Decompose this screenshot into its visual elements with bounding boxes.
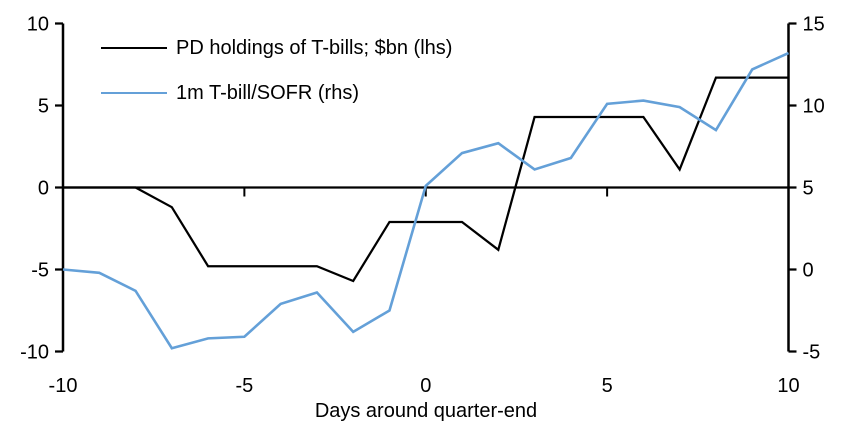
- legend-label-tbill-sofr: 1m T-bill/SOFR (rhs): [176, 81, 359, 104]
- series-line-1: [62, 51, 790, 350]
- y-axis-right-tick-label: 15: [803, 14, 825, 36]
- series-line-0: [63, 76, 789, 283]
- y-axis-right-tick-label: 10: [803, 96, 825, 118]
- legend-item-tbill-sofr: 1m T-bill/SOFR (rhs): [101, 81, 452, 105]
- y-axis-right-tick-label: 5: [803, 178, 814, 200]
- x-axis-tick-label: 5: [602, 375, 613, 397]
- legend: PD holdings of T-bills; $bn (lhs) 1m T-b…: [101, 36, 452, 105]
- y-axis-left-tick-label: 0: [38, 178, 49, 200]
- x-axis-tick-label: -10: [49, 375, 78, 397]
- legend-line-sample-black: [101, 47, 167, 49]
- x-axis-title: Days around quarter-end: [314, 400, 538, 422]
- y-axis-left-tick-label: 10: [27, 14, 49, 36]
- y-axis-right-tick-label: 0: [803, 260, 814, 282]
- x-axis-tick-label: 10: [777, 375, 799, 397]
- x-axis-tick-label: -5: [235, 375, 253, 397]
- x-axis-tick-label: 0: [420, 375, 431, 397]
- legend-label-pd-holdings: PD holdings of T-bills; $bn (lhs): [176, 36, 453, 59]
- y-axis-left-tick-label: -5: [31, 260, 49, 282]
- y-axis-left-tick-label: 5: [38, 96, 49, 118]
- legend-item-pd-holdings: PD holdings of T-bills; $bn (lhs): [101, 36, 452, 60]
- y-axis-right-tick-label: -5: [803, 342, 821, 364]
- y-axis-left-tick-label: -10: [20, 342, 49, 364]
- legend-line-sample-blue: [101, 92, 167, 94]
